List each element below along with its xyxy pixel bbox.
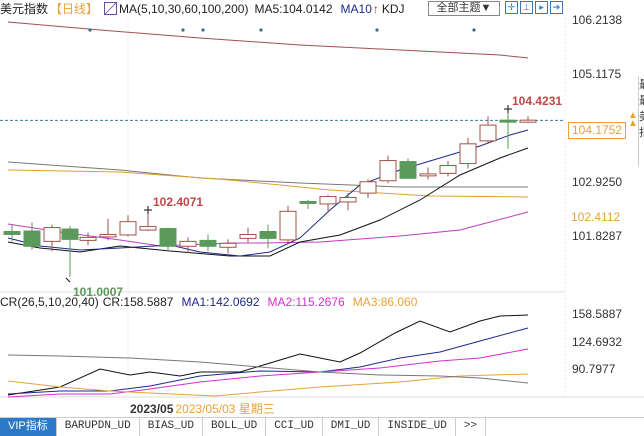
tab-bias[interactable]: BIAS_UD [140, 418, 203, 436]
current-price-box: 104.1752 [568, 122, 627, 139]
chart-header: 美元指数 【日线】 MA(5,10,30,60,100,200) MA5:104.01… [0, 0, 644, 18]
tab-inside[interactable]: INSIDE_UD [379, 418, 456, 436]
kdj-label[interactable]: KDJ [381, 2, 405, 16]
local-high-annotation: 102.4071 [153, 195, 204, 209]
cr-ma2: MA2:115.2676 [267, 295, 345, 309]
cr-indicator-header: CR(26,5,10,20,40) CR:158.5887 MA1:142.0692… [0, 295, 425, 309]
tab-cci[interactable]: CCI_UD [266, 418, 323, 436]
ma10-label: MA10 [340, 2, 372, 16]
cr-tick: 158.5887 [572, 307, 623, 321]
side-text: 美 [639, 108, 644, 124]
arrow-up-icon: ↑ [372, 2, 379, 16]
price-tick: 106.2138 [572, 13, 623, 27]
cr-ma1: MA1:142.0692 [181, 295, 260, 309]
cr-ma3: MA3:86.060 [352, 295, 418, 309]
indicator-tabs: VIP指标 BARUPDN_UD BIAS_UD BOLL_UD CCI_UD … [0, 417, 644, 436]
zoom-range-icon[interactable]: ⊥ [520, 1, 533, 14]
side-text: 指 [639, 124, 644, 140]
tab-barupdn[interactable]: BARUPDN_UD [57, 418, 140, 436]
instrument-title: 美元指数 [0, 2, 49, 16]
tab-boll[interactable]: BOLL_UD [203, 418, 267, 436]
price-tick: 102.9250 [572, 175, 623, 189]
ma-chart-icon[interactable] [104, 2, 118, 15]
orange-level-label: 102.4112 [571, 210, 621, 224]
cr-params[interactable]: CR(26,5,10,20,40) [0, 295, 99, 309]
month-label: 2023/05 [130, 402, 174, 416]
play-icon[interactable]: ▸ [535, 1, 548, 14]
cr-tick: 124.6932 [572, 335, 623, 349]
price-tick: 105.1175 [572, 67, 622, 81]
period-selector[interactable]: 【日线】 [50, 2, 99, 16]
cr-value: CR:158.5887 [102, 295, 174, 309]
tab-dmi[interactable]: DMI_UD [323, 418, 380, 436]
tabs-more-button[interactable]: >> [456, 418, 487, 436]
cursor-date: 2023/05/03 星期三 [175, 402, 275, 416]
side-panel-edge[interactable]: 最 最 美 指 [638, 76, 644, 166]
tab-vip[interactable]: VIP指标 [0, 418, 57, 436]
exit-icon[interactable]: ➔ [550, 1, 563, 14]
side-text: 最 [639, 76, 644, 92]
ma5-value: MA5:104.0142 [254, 2, 333, 16]
price-tick: 101.8287 [572, 229, 623, 243]
cr-tick: 90.7977 [572, 362, 616, 376]
theme-dropdown[interactable]: 全部主题▼ [428, 1, 500, 16]
high-annotation: 104.4231 [512, 94, 563, 108]
alert-up-icon[interactable]: ▲ ▲ [628, 110, 638, 129]
side-text: 最 [639, 92, 644, 108]
low-annotation: 101.0007 [73, 285, 124, 299]
ma-params[interactable]: MA(5,10,30,60,100,200) [119, 2, 249, 16]
date-bar: 2023/05 2023/05/03 星期三 [130, 400, 275, 417]
crosshair-icon[interactable]: ✛ [505, 1, 518, 14]
